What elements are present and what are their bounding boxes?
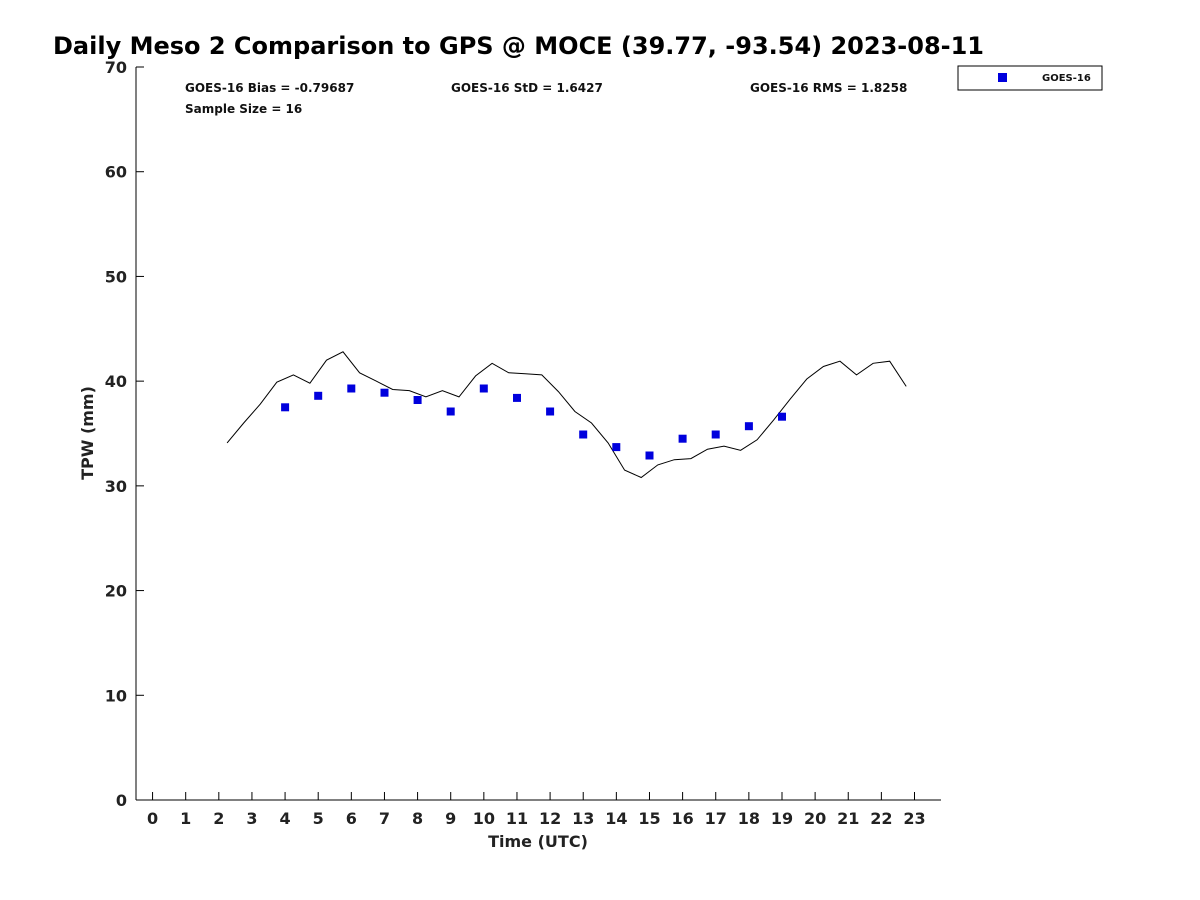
x-tick-label: 6: [346, 809, 357, 828]
y-tick-label: 50: [105, 267, 127, 286]
goes-16-point: [314, 391, 323, 400]
gps-series-line: [226, 351, 907, 479]
goes-16-point: [778, 412, 786, 421]
goes-16-point: [380, 388, 389, 397]
y-tick-label: 0: [116, 791, 127, 810]
plot-area: [226, 351, 907, 479]
goes-16-points: [281, 384, 786, 460]
x-tick-label: 16: [671, 809, 693, 828]
goes-16-point: [546, 407, 555, 416]
goes-16-point: [446, 407, 455, 416]
x-tick-label: 22: [870, 809, 892, 828]
x-tick-label: 4: [280, 809, 291, 828]
goes-16-point: [347, 384, 356, 393]
x-tick-label: 10: [473, 809, 495, 828]
x-tick-label: 3: [246, 809, 257, 828]
x-tick-label: 7: [379, 809, 390, 828]
chart-title: Daily Meso 2 Comparison to GPS @ MOCE (3…: [53, 32, 984, 60]
x-tick-label: 19: [771, 809, 793, 828]
goes-16-point: [678, 434, 687, 443]
goes-16-point: [513, 393, 521, 402]
y-tick-label: 20: [105, 582, 127, 601]
x-tick-label: 18: [738, 809, 760, 828]
goes-16-point: [612, 443, 621, 452]
y-tick-label: 70: [105, 58, 127, 77]
y-tick-label: 10: [105, 686, 127, 705]
x-tick-label: 23: [903, 809, 925, 828]
goes-16-point: [744, 422, 753, 431]
y-ticks: 0 10 20 30 40 50 60 70: [105, 58, 144, 810]
x-tick-label: 8: [412, 809, 423, 828]
x-tick-label: 17: [705, 809, 727, 828]
goes-16-point: [413, 396, 422, 404]
x-tick-label: 12: [539, 809, 561, 828]
x-tick-label: 1: [180, 809, 191, 828]
y-tick-label: 30: [105, 477, 127, 496]
x-tick-label: 20: [804, 809, 826, 828]
y-tick-label: 40: [105, 372, 127, 391]
sample-size-stat: Sample Size = 16: [185, 102, 302, 116]
legend-box: [957, 65, 1103, 91]
x-ticks: 0 1 2 3 4 5 6 7 8 9 10 11 12 13 14 15 16 17 18 19 20 21 22 23: [147, 792, 926, 828]
x-tick-label: 14: [605, 809, 627, 828]
goes-16-point: [645, 451, 654, 460]
std-stat: GOES-16 StD = 1.6427: [451, 81, 603, 95]
goes-16-point: [579, 430, 588, 439]
y-axis-label: TPW (mm): [78, 386, 97, 480]
stats-annotations: GOES-16 Bias = -0.79687 GOES-16 StD = 1.…: [185, 81, 907, 116]
x-tick-label: 2: [213, 809, 224, 828]
goes-16-point: [711, 430, 720, 439]
x-tick-label: 15: [638, 809, 660, 828]
goes-16-point: [281, 403, 290, 412]
x-tick-label: 13: [572, 809, 594, 828]
x-tick-label: 9: [445, 809, 456, 828]
bias-stat: GOES-16 Bias = -0.79687: [185, 81, 354, 95]
legend-marker-goes-16: [998, 73, 1007, 82]
x-axis-label: Time (UTC): [488, 832, 588, 851]
legend: GOES-16: [957, 65, 1103, 91]
x-tick-label: 5: [313, 809, 324, 828]
goes-16-point: [479, 384, 488, 393]
legend-label-goes-16: GOES-16: [1042, 73, 1091, 84]
rms-stat: GOES-16 RMS = 1.8258: [750, 81, 907, 95]
x-tick-label: 21: [837, 809, 859, 828]
x-tick-label: 11: [506, 809, 528, 828]
x-tick-label: 0: [147, 809, 158, 828]
y-tick-label: 60: [105, 163, 127, 182]
axes: 0 1 2 3 4 5 6 7 8 9 10 11 12 13 14 15 16 17 18 19 20 21 22 23 0…: [105, 58, 941, 828]
